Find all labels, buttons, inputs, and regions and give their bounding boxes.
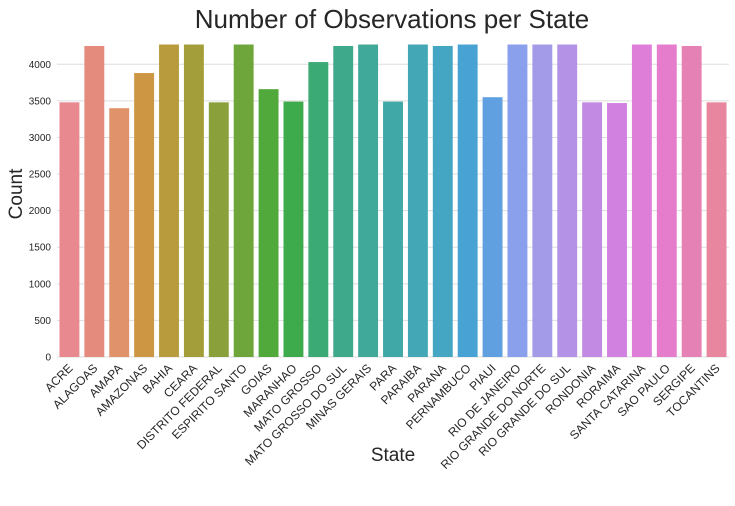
y-tick-label: 0 [45, 353, 51, 364]
bar-piaui [482, 97, 503, 358]
bar-maranhao [283, 101, 304, 357]
y-tick-label: 1500 [29, 243, 52, 254]
bar-sergipe [681, 45, 702, 358]
bar-paraiba [407, 44, 428, 357]
y-tick-labels: 0 500 1000 1500 2000 2500 3000 3500 4000 [29, 60, 52, 364]
bar-espirito-santo [233, 44, 254, 357]
bar-amapa [109, 108, 130, 357]
bar-acre [59, 102, 80, 357]
y-tick-label: 2500 [29, 170, 52, 181]
bar-tocantins [706, 102, 727, 357]
bar-bahia [159, 44, 179, 357]
bar-roraima [607, 103, 627, 358]
y-tick-label: 3500 [29, 96, 52, 107]
bar-ceara [183, 44, 204, 357]
y-tick-label: 2000 [29, 206, 52, 217]
bar-santa-catarina [631, 44, 652, 357]
y-tick-label: 3000 [29, 133, 52, 144]
y-tick-label: 4000 [29, 60, 52, 71]
bar-para [383, 101, 403, 357]
bar-mato-grosso-do-sul [333, 45, 354, 358]
y-axis-label: Count [6, 168, 27, 219]
x-axis-label: State [371, 445, 415, 466]
bar-rio-grande-do-norte [532, 44, 553, 357]
bar-goias [258, 89, 279, 358]
bar-pernambuco [457, 44, 478, 357]
bar-rio-grande-do-sul [557, 44, 578, 357]
bar-alagoas [84, 45, 105, 358]
y-tick-label: 500 [34, 316, 51, 327]
bar-parana [432, 45, 453, 358]
bar-amazonas [134, 73, 155, 358]
chart-title: Number of Observations per State [195, 4, 590, 34]
bar-mato-grosso [308, 62, 329, 358]
bar-minas-gerais [358, 44, 379, 357]
bar-rondonia [582, 102, 603, 357]
bar-sao-paulo [656, 44, 677, 357]
bars [59, 44, 727, 358]
bar-rio-de-janeiro [507, 44, 528, 357]
bar-distrito-federal [208, 102, 229, 357]
y-tick-label: 1000 [29, 279, 52, 290]
